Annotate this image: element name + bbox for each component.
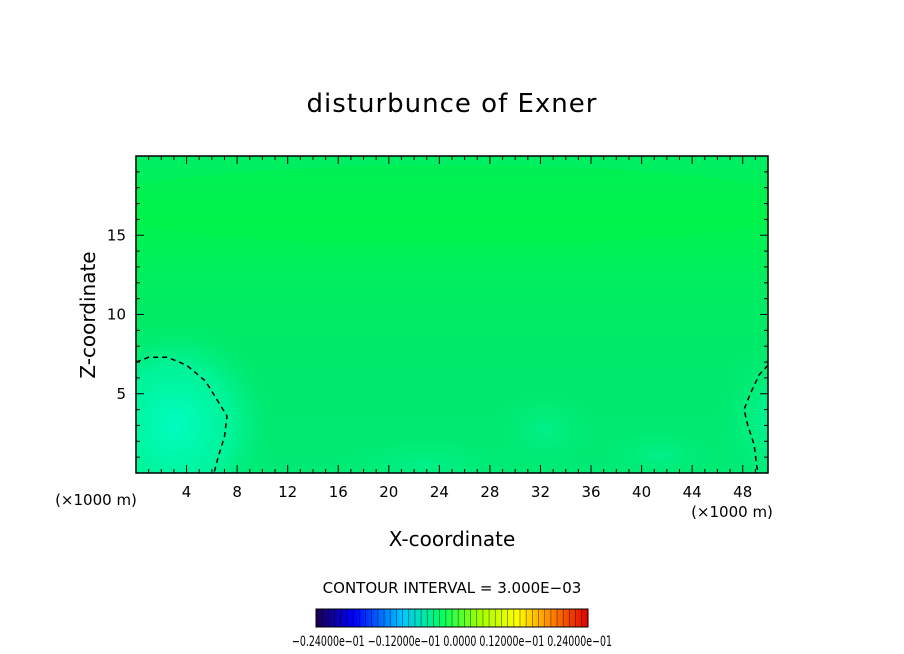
- x-tick-label: 28: [480, 483, 499, 501]
- x-tick-label: 16: [329, 483, 348, 501]
- x-tick-label: 44: [683, 483, 702, 501]
- bottom-blob-2: [485, 385, 605, 473]
- left-zero-contour: [136, 356, 228, 472]
- bottom-blob-3: [590, 425, 730, 473]
- x-tick-label: 12: [278, 483, 297, 501]
- left-cell: [136, 315, 280, 473]
- x-tick-label: 40: [632, 483, 651, 501]
- y-axis: 5 10 15: [107, 171, 768, 458]
- right-cell: [708, 330, 768, 473]
- contour-interval-label: CONTOUR INTERVAL = 3.000E−03: [323, 579, 582, 597]
- y-tick-label: 15: [107, 226, 126, 244]
- y-tick-label: 5: [116, 385, 126, 403]
- contour-field: [136, 156, 768, 473]
- zero-contours: [136, 356, 768, 473]
- colorbar-labels: −0.24000e−01 −0.12000e−01 0.0000 0.12000…: [292, 634, 612, 650]
- x-unit-left: (×1000 m): [55, 491, 137, 509]
- chart-title: disturbunce of Exner: [307, 89, 598, 119]
- x-tick-label: 36: [581, 483, 600, 501]
- bottom-blob-1: [315, 433, 535, 473]
- x-tick-label: 8: [232, 483, 242, 501]
- x-tick-label: 48: [733, 483, 752, 501]
- x-axis-title: X-coordinate: [389, 527, 516, 551]
- colorbar-stripes: [321, 609, 583, 627]
- x-tick-label: 24: [430, 483, 449, 501]
- x-tick-label: 20: [379, 483, 398, 501]
- colorbar: −0.24000e−01 −0.12000e−01 0.0000 0.12000…: [292, 608, 612, 650]
- x-tick-label: 4: [182, 483, 192, 501]
- x-unit-right: (×1000 m): [691, 503, 773, 521]
- y-tick-label: 10: [107, 306, 126, 324]
- upper-band-light: [136, 165, 768, 245]
- x-axis: 4 8 12 16 20 24 28 32 36 40 44 48: [148, 156, 756, 501]
- x-tick-label: 32: [531, 483, 550, 501]
- y-axis-title: Z-coordinate: [76, 251, 100, 378]
